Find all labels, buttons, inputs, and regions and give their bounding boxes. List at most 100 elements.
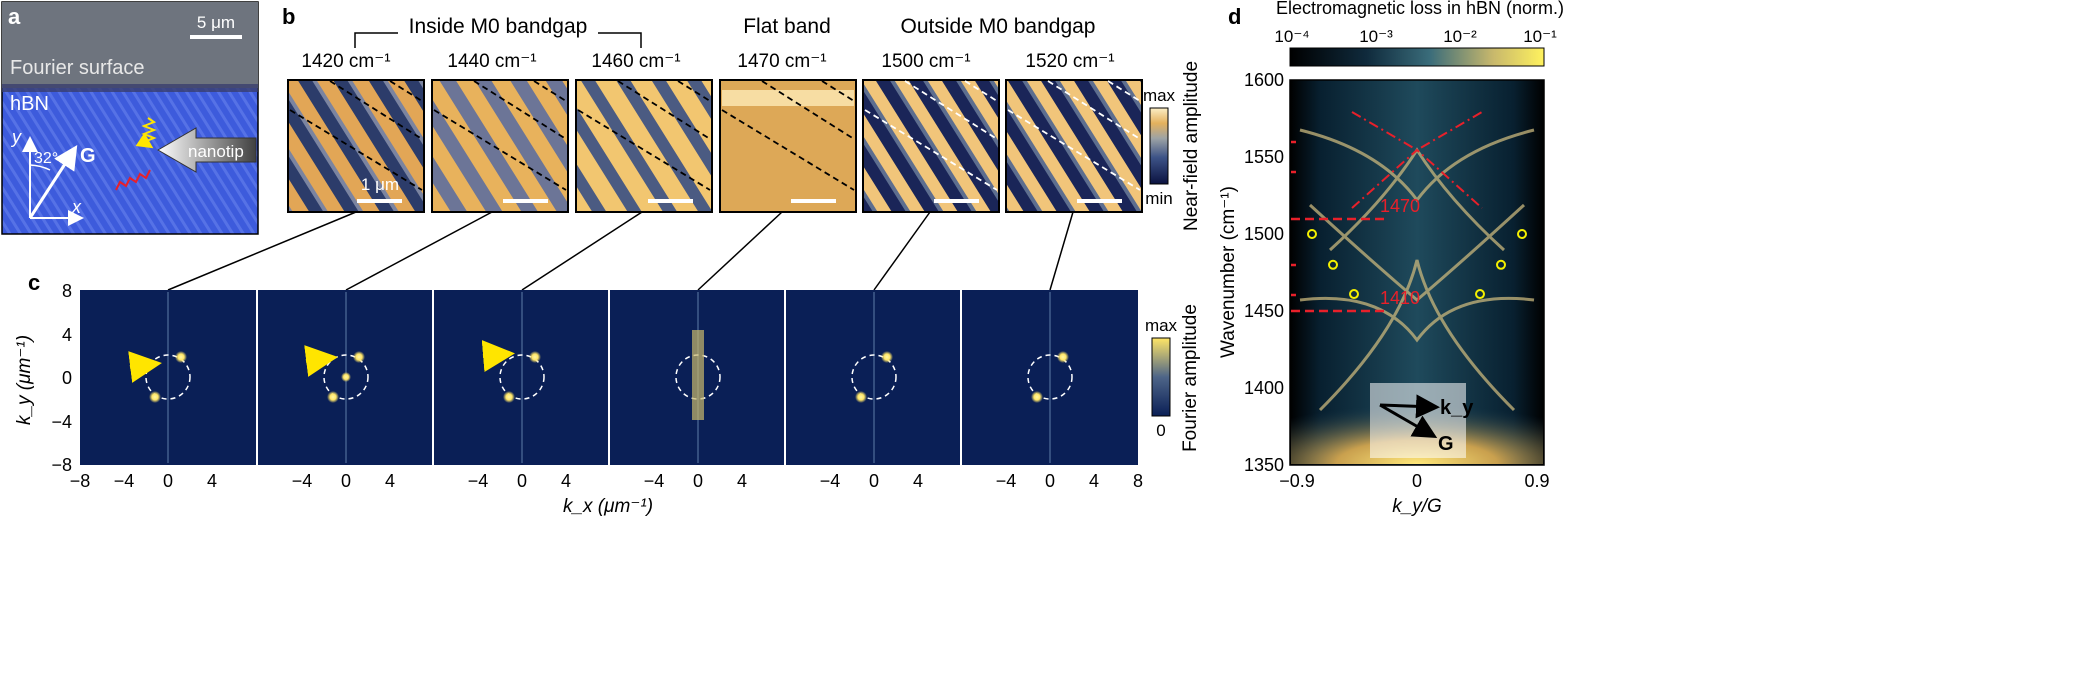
panel-b-label: b [282, 4, 295, 29]
g-arrow [1379, 403, 1438, 438]
panel-c-ylabel: k_y (μm⁻¹) [14, 335, 35, 425]
fourier-surface-region [2, 2, 258, 88]
xtick-label: 0 [1412, 471, 1422, 491]
xtick-label: 0 [869, 471, 879, 491]
xtick-label: 4 [207, 471, 217, 491]
loss-colorbar-ticks: 10⁻⁴ 10⁻³ 10⁻² 10⁻¹ [1274, 27, 1557, 46]
fourier-subpanel-dividers [256, 290, 962, 465]
panel-d: d Electromagnetic loss in hBN (norm.) 10… [1218, 0, 1564, 517]
fourier-colorbar-max: max [1145, 316, 1178, 335]
measured-point [1496, 259, 1506, 270]
panel-d-label: d [1228, 4, 1241, 29]
panel-c-label: c [28, 270, 40, 295]
nanotip-icon [157, 127, 257, 173]
inset-ky-label: k_y [1440, 397, 1474, 419]
colorbar-tick: 10⁻² [1443, 27, 1477, 46]
connector-lines [167, 211, 1074, 291]
ytick-label: 1600 [1244, 70, 1284, 90]
wavenumber-label: 1420 cm⁻¹ [301, 51, 390, 72]
wavenumber-label: 1500 cm⁻¹ [881, 51, 970, 72]
wavenumber-label: 1460 cm⁻¹ [591, 51, 680, 72]
measured-point [1349, 289, 1359, 300]
xtick-label: −4 [996, 471, 1017, 491]
panel-c-xticks: −8 −4 0 4 −4 0 4 −4 0 4 −4 0 4 −4 0 4 −4… [70, 471, 1143, 491]
ytick-label: 1500 [1244, 224, 1284, 244]
ytick-label: −4 [51, 412, 72, 432]
group-outside-label: Outside M0 bandgap [901, 15, 1096, 38]
panel-a: a 5 μm Fourier surface hBN y x 32° G nan… [1, 1, 259, 235]
fourier-colorbar-min: 0 [1156, 421, 1165, 440]
xtick-label: 4 [913, 471, 923, 491]
panel-c: c k_y (μ [14, 270, 1201, 517]
line-1410-label: 1410 [1380, 288, 1420, 308]
xtick-label: 0 [517, 471, 527, 491]
vector-g-label: G [80, 145, 96, 167]
white-dashed-guides [864, 80, 1141, 191]
nearfield-image-1420 [287, 79, 425, 213]
group-flat-label: Flat band [743, 15, 831, 38]
xtick-label: 0 [693, 471, 703, 491]
ytick-label: −8 [51, 455, 72, 475]
fourier-colorbar-title: Fourier amplitude [1180, 304, 1201, 452]
nanotip-label: nanotip [188, 142, 244, 161]
nearfield-image-1500 [862, 79, 1000, 213]
ytick-label: 1450 [1244, 301, 1284, 321]
panel-c-xlabel: k_x (μm⁻¹) [563, 496, 653, 517]
angle-label: 32° [34, 150, 58, 167]
xtick-label: −8 [70, 471, 91, 491]
nearfield-image-1440 [431, 79, 569, 213]
nearfield-colorbar-min: min [1145, 189, 1172, 208]
xtick-label: 0.9 [1524, 471, 1549, 491]
colorbar-tick: 10⁻¹ [1523, 27, 1557, 46]
group-inside-label: Inside M0 bandgap [409, 15, 588, 38]
ytick-label: 4 [62, 325, 72, 345]
ytick-label: 1400 [1244, 378, 1284, 398]
measured-point [1475, 289, 1485, 300]
colorbar-tick: 10⁻³ [1359, 27, 1393, 46]
panel-a-label: a [8, 4, 21, 29]
measured-point [1328, 259, 1338, 270]
yellow-arrows [128, 340, 515, 383]
yellow-wave-icon [135, 117, 157, 149]
xtick-label: 4 [1089, 471, 1099, 491]
hbn-label: hBN [10, 93, 49, 115]
measured-markers [1307, 229, 1527, 300]
wavenumber-label: 1520 cm⁻¹ [1025, 51, 1114, 72]
xtick-label: 8 [1133, 471, 1143, 491]
fourier-surface-label: Fourier surface [10, 57, 145, 79]
panel-d-xlabel: k_y/G [1392, 496, 1442, 517]
measured-point [1307, 229, 1317, 239]
panel-c-yticks: 8 4 0 −4 −8 [51, 281, 72, 475]
nearfield-colorbar-title: Near-field amplitude [1181, 61, 1202, 231]
measured-point [1517, 229, 1527, 239]
axes-icon [22, 136, 84, 226]
xtick-label: −4 [644, 471, 665, 491]
xtick-label: 4 [737, 471, 747, 491]
red-dashdot-curve [1351, 111, 1483, 209]
xtick-label: −4 [468, 471, 489, 491]
axis-y-label: y [10, 127, 22, 147]
panel-d-xticks: −0.9 0 0.9 [1279, 471, 1549, 491]
red-wave-icon [115, 169, 151, 191]
nearfield-image-1460 [575, 79, 713, 213]
ytick-label: 1550 [1244, 147, 1284, 167]
inset-g-label: G [1438, 433, 1454, 455]
nearfield-colorbar [1149, 107, 1169, 185]
line-1470-label: 1470 [1380, 196, 1420, 216]
xtick-label: −0.9 [1279, 471, 1315, 491]
xtick-label: −4 [820, 471, 841, 491]
panel-d-yticks: 1600 1550 1500 1450 1400 1350 [1244, 70, 1284, 475]
ytick-label: 8 [62, 281, 72, 301]
surface-boundary [2, 84, 258, 92]
loss-colorbar [1289, 47, 1545, 67]
ytick-label: 1350 [1244, 455, 1284, 475]
ky-arrow [1379, 394, 1440, 419]
xtick-label: 0 [163, 471, 173, 491]
group-inside-bracket [354, 32, 642, 48]
red-dashed-lines [1291, 140, 1387, 313]
xtick-label: 4 [561, 471, 571, 491]
xtick-label: −4 [292, 471, 313, 491]
fourier-colorbar [1151, 337, 1171, 417]
panel-a-scalebar-label: 5 μm [197, 13, 235, 32]
